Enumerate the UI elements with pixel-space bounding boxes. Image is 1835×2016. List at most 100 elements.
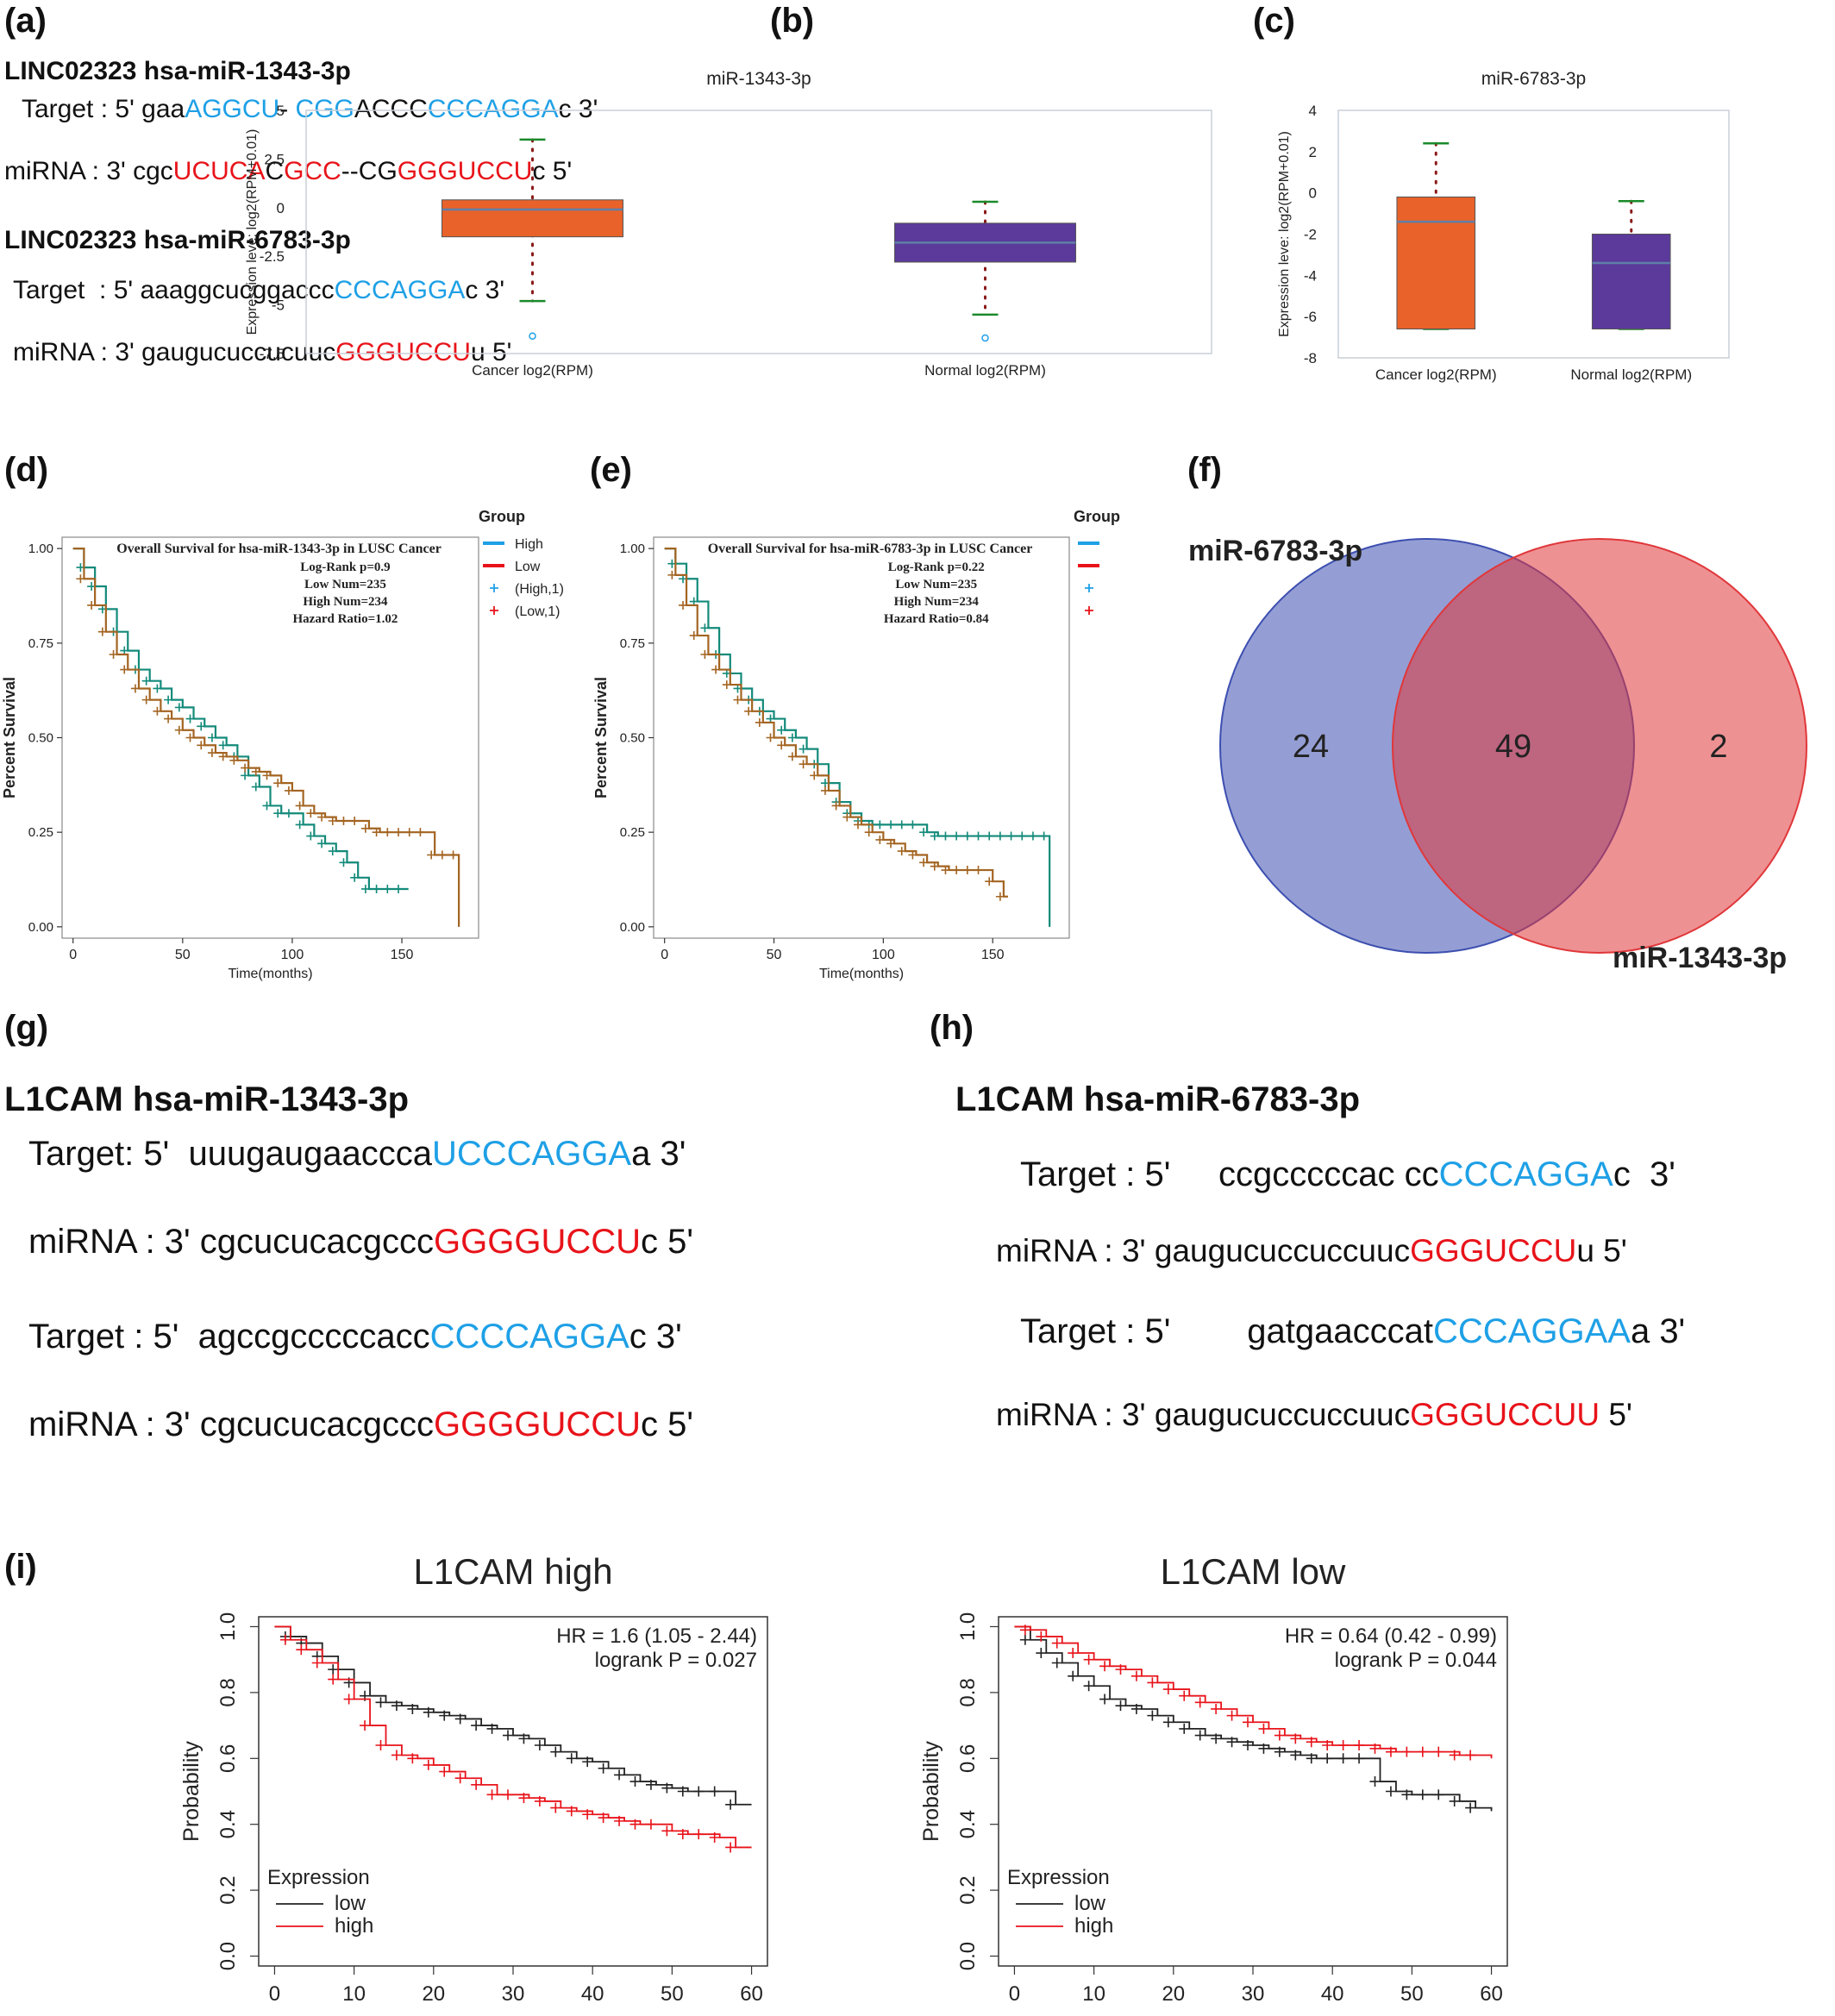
sequence-segment: Target : 5' agccgcccccacc <box>28 1318 430 1355</box>
censor-mark <box>350 817 360 826</box>
sequence-segment: Target : 5' gatgaacccat <box>1020 1312 1434 1350</box>
censor-mark <box>317 812 327 822</box>
sequence-segment: - <box>279 95 296 123</box>
censor-mark <box>427 850 436 860</box>
y-axis-label: Expression leve: log2(RPM+0.01) <box>1277 131 1292 337</box>
target-seed-segment: CGG <box>295 95 354 123</box>
survival-curve-low <box>1014 1625 1493 1812</box>
censor-mark <box>962 831 972 841</box>
censor-mark <box>423 1706 434 1718</box>
sequence-segment: miRNA : 3' gaugucuccuccuuc <box>996 1233 1411 1268</box>
censor-mark <box>550 1802 561 1813</box>
venn-circle-mir1343 <box>1392 538 1807 954</box>
censor-mark <box>661 1825 673 1837</box>
censor-mark <box>164 695 173 704</box>
censor-mark <box>711 665 721 674</box>
x-tick-label: Cancer log2(RPM) <box>1375 366 1497 383</box>
censor-mark <box>709 1786 720 1797</box>
censor-mark <box>952 831 961 841</box>
y-tick-label: 0.2 <box>956 1875 980 1904</box>
y-tick-label: 0.8 <box>216 1678 240 1706</box>
panel-a-block-1-target: Target : 5' gaaAGGCU- CGGACCCCCCAGGAc 3' <box>22 95 598 124</box>
censor-mark <box>1194 1697 1206 1708</box>
y-tick-label: 0.50 <box>28 731 53 746</box>
censor-mark <box>339 817 348 826</box>
sequence-segment: Target : 5' ccgcccccac cc <box>1020 1155 1439 1193</box>
panel-h-line-3: Target : 5' gatgaacccatCCCAGGAAa 3' <box>1020 1312 1685 1351</box>
panel-a-block-2-title: LINC02323 hsa-miR-6783-3p <box>4 226 351 254</box>
censor-mark <box>700 623 710 633</box>
sequence-segment: u 5' <box>1576 1233 1627 1268</box>
censor-mark <box>820 786 830 795</box>
censor-mark <box>306 831 316 841</box>
y-tick-label: -8 <box>1304 350 1317 366</box>
censor-mark <box>1099 1661 1111 1672</box>
sequence-segment: 5' <box>1600 1397 1632 1432</box>
y-tick-label: 0.4 <box>956 1810 980 1838</box>
censor-mark <box>854 820 862 830</box>
censor-mark <box>279 1634 291 1645</box>
censor-mark <box>679 600 688 610</box>
panel-a-block-1-title: LINC02323 hsa-miR-1343-3p <box>4 57 351 85</box>
y-tick-label: 1.00 <box>620 542 645 556</box>
legend-title: Expression <box>267 1866 370 1889</box>
sequence-segment: miRNA : 3' cgc <box>4 157 173 185</box>
censor-mark <box>777 725 786 735</box>
censor-mark <box>518 1793 529 1804</box>
censor-mark <box>908 850 918 860</box>
censor-mark <box>1306 1753 1317 1764</box>
censor-mark <box>582 1809 593 1820</box>
censor-mark <box>295 801 304 811</box>
x-tick-label: 40 <box>581 1982 604 2006</box>
x-tick-label: 0 <box>69 948 77 962</box>
outlier-point <box>529 332 536 340</box>
censor-mark <box>875 820 885 830</box>
censor-mark <box>725 1799 736 1810</box>
censor-mark <box>1322 1740 1333 1751</box>
censor-mark <box>1083 1654 1094 1665</box>
legend-title: Group <box>1074 508 1120 525</box>
censor-mark <box>339 858 348 867</box>
censor-mark <box>1369 1743 1381 1754</box>
survival-curve-high <box>274 1625 752 1849</box>
y-tick-label: 0.8 <box>956 1678 980 1706</box>
sequence-segment: c 3' <box>1613 1155 1675 1193</box>
legend-label: low <box>335 1892 366 1915</box>
censor-mark <box>700 649 710 659</box>
censor-mark <box>722 680 731 690</box>
censor-mark <box>262 801 272 811</box>
censor-mark <box>689 631 698 641</box>
target-seed-segment: CCCAGGA <box>1438 1155 1613 1193</box>
censor-mark <box>1258 1743 1269 1754</box>
sequence-segment: c 3' <box>629 1318 682 1355</box>
stat-text: High Num=234 <box>894 595 980 609</box>
censor-mark <box>1258 1723 1269 1734</box>
censor-mark <box>897 847 906 856</box>
panel-h-line-1: Target : 5' ccgcccccac ccCCCAGGAc 3' <box>1020 1155 1675 1194</box>
censor-mark <box>1179 1723 1190 1734</box>
censor-mark <box>919 858 929 867</box>
stat-text: logrank P = 0.044 <box>1335 1649 1497 1672</box>
censor-mark <box>328 1664 339 1675</box>
censor-mark <box>985 831 994 841</box>
censor-mark <box>251 782 260 792</box>
venn-count-intersection: 49 <box>1495 729 1531 765</box>
censor-mark <box>725 1842 736 1853</box>
plot-frame <box>1337 110 1730 359</box>
censor-mark <box>185 714 195 723</box>
censor-mark <box>1051 1657 1062 1669</box>
censor-mark <box>908 820 918 830</box>
censor-mark <box>306 809 316 818</box>
censor-mark <box>284 809 293 818</box>
censor-mark <box>1211 1733 1222 1744</box>
censor-mark <box>295 820 304 830</box>
y-tick-label: 0.50 <box>620 731 645 746</box>
censor-mark <box>343 1694 354 1705</box>
censor-mark <box>566 1806 577 1817</box>
x-tick-label: 30 <box>1242 1982 1265 2006</box>
censor-mark <box>598 1762 609 1774</box>
censor-mark <box>141 676 151 686</box>
chart-title: L1CAM high <box>413 1551 612 1592</box>
censor-mark <box>1385 1786 1396 1797</box>
